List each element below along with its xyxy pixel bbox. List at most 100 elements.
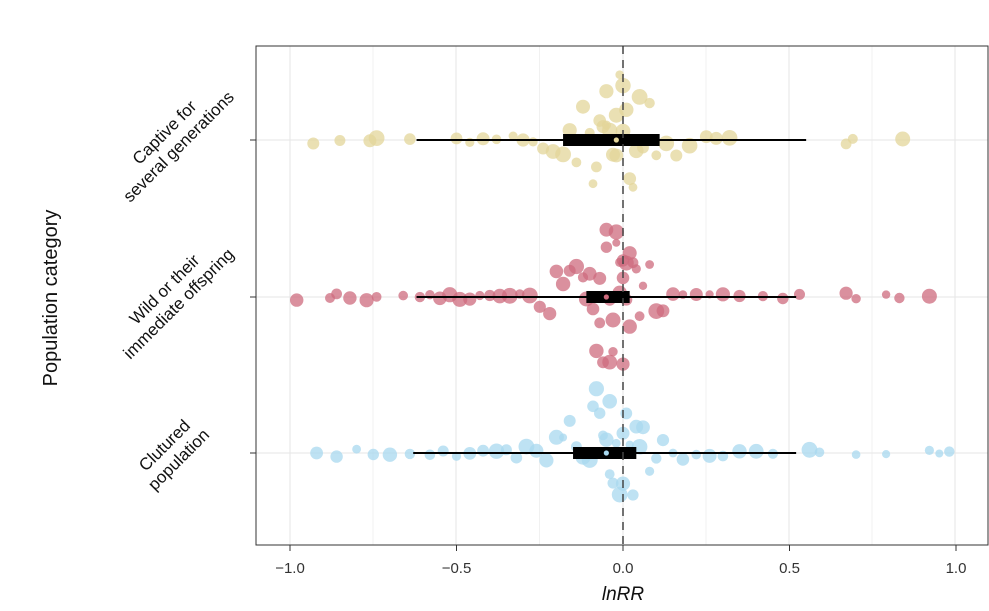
data-point (352, 444, 361, 454)
data-point (533, 300, 546, 313)
x-tick-label: 0.5 (779, 560, 800, 577)
data-point (619, 102, 634, 118)
data-point (924, 445, 935, 455)
data-point (484, 289, 496, 302)
data-point (611, 438, 621, 448)
data-point (658, 135, 675, 152)
data-point (616, 357, 630, 371)
data-point (645, 260, 654, 269)
data-point (330, 450, 343, 463)
data-point (510, 451, 523, 464)
summary-layer (413, 46, 807, 545)
data-point (555, 146, 571, 163)
data-point (563, 414, 576, 427)
data-point (476, 132, 490, 146)
data-point (290, 293, 304, 307)
data-point (600, 241, 613, 253)
data-point (307, 137, 320, 150)
data-point (670, 149, 683, 162)
category-label: Wild or theirimmediate offspring (106, 231, 238, 363)
data-point (548, 429, 564, 445)
data-point (689, 288, 703, 301)
point-estimate-2 (602, 293, 610, 301)
data-point (424, 449, 436, 461)
data-point (367, 448, 379, 461)
data-point (331, 288, 342, 300)
data-point (814, 447, 825, 458)
data-point (562, 123, 577, 138)
data-point (676, 453, 690, 466)
data-point (477, 444, 489, 457)
data-point (382, 447, 398, 462)
data-point (475, 290, 485, 301)
data-point (604, 469, 615, 479)
data-point (521, 287, 538, 304)
data-point (609, 148, 624, 163)
category-label: Captive forseveral generations (105, 73, 237, 205)
data-point (681, 137, 698, 154)
data-point (549, 264, 564, 279)
data-point (638, 281, 648, 290)
data-point (608, 224, 624, 240)
data-point (607, 477, 619, 489)
data-point (851, 450, 861, 459)
data-point (593, 271, 607, 285)
data-point (528, 137, 538, 147)
data-point (921, 288, 937, 304)
data-point (359, 293, 374, 308)
data-point (895, 131, 911, 147)
category-label: Cluturedpopulation (130, 411, 213, 494)
data-point (591, 161, 602, 173)
data-point (437, 445, 449, 457)
data-point (582, 266, 597, 281)
data-point (620, 407, 633, 420)
data-point (488, 443, 505, 459)
data-point (631, 264, 641, 274)
data-point (625, 440, 634, 449)
data-point (851, 294, 861, 304)
data-point (589, 343, 604, 359)
x-tick-label: 1.0 (946, 560, 967, 577)
confidence-interval-1 (563, 134, 660, 146)
data-point (452, 291, 468, 307)
data-point (622, 319, 637, 334)
data-point (588, 179, 598, 189)
data-point (732, 444, 747, 459)
data-point (599, 84, 614, 99)
data-point (501, 287, 518, 304)
data-point (702, 448, 717, 463)
data-point (371, 292, 382, 302)
data-point (666, 287, 680, 301)
data-point (586, 302, 600, 316)
data-point (628, 182, 638, 192)
y-axis-title: Population category (40, 210, 62, 387)
data-point (894, 292, 905, 304)
data-point (368, 130, 385, 147)
x-tick-label: 0.0 (613, 560, 634, 577)
point-estimate-3 (602, 449, 610, 457)
data-point (623, 172, 637, 186)
x-axis-title: lnRR (602, 584, 645, 605)
data-point (450, 132, 463, 145)
data-point (594, 407, 606, 419)
data-point (404, 133, 416, 145)
data-point (588, 381, 605, 397)
data-point (881, 290, 891, 299)
data-point (944, 446, 955, 457)
data-point (310, 446, 323, 460)
points-1 (307, 70, 911, 192)
points-3 (310, 381, 955, 503)
data-point (602, 394, 617, 409)
data-point (543, 307, 557, 321)
data-point (559, 433, 568, 442)
data-point (529, 443, 544, 458)
data-point (555, 276, 571, 292)
data-point (839, 286, 853, 300)
data-point (334, 135, 346, 146)
x-tick-label: −1.0 (275, 560, 305, 577)
data-point (748, 443, 764, 459)
data-point (935, 449, 944, 458)
data-point (709, 131, 723, 145)
data-point (615, 77, 631, 94)
